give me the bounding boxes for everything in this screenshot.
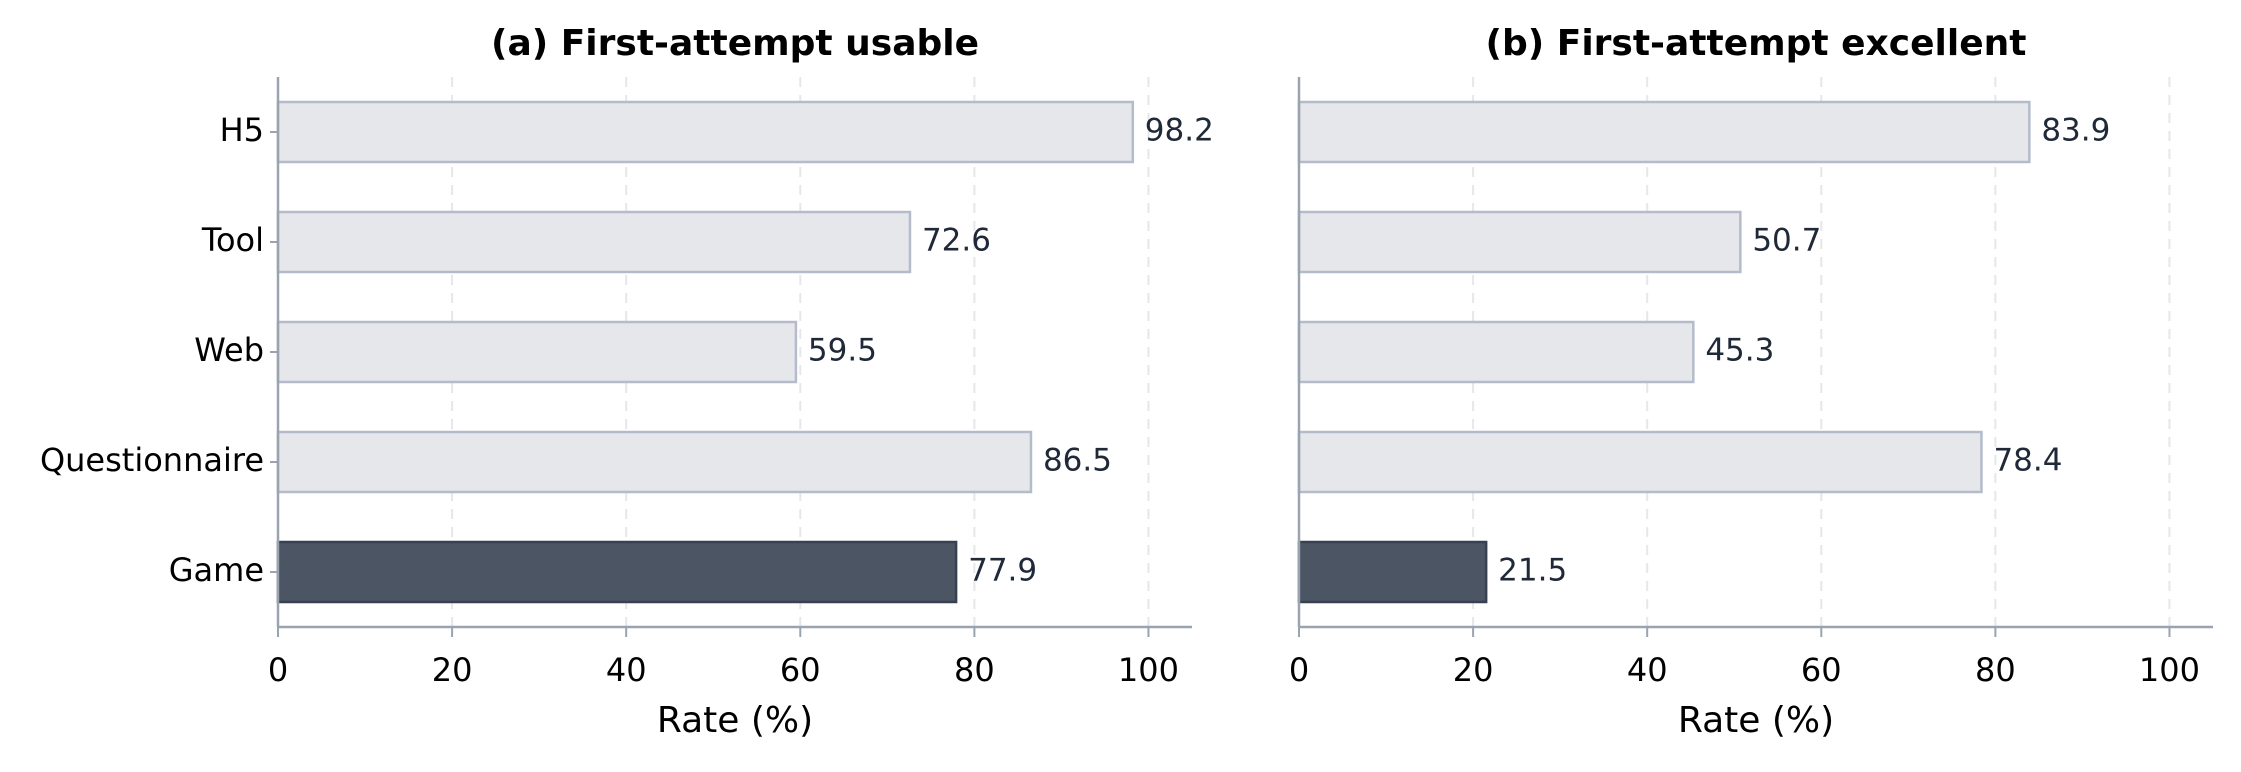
panel-b-value-label: 45.3 xyxy=(1705,333,1774,369)
panel-a-x-tick-label: 100 xyxy=(1118,651,1179,689)
panel-a-value-label: 59.5 xyxy=(808,333,877,369)
panel-b-value-label: 21.5 xyxy=(1498,553,1567,589)
panel-b-bar-tool xyxy=(1297,210,1742,274)
panel-a-bar-tool xyxy=(276,210,912,274)
panel-a-value-label: 98.2 xyxy=(1145,113,1214,149)
panel-a-value-label: 77.9 xyxy=(968,553,1037,589)
panel-a-x-tick-label: 40 xyxy=(606,651,647,689)
panel-b-bar-questionnaire xyxy=(1297,430,1983,494)
panel-b-x-axis-label: Rate (%) xyxy=(1678,700,1834,741)
panel-b-x-tick-label: 40 xyxy=(1627,651,1668,689)
category-label-questionnaire: Questionnaire xyxy=(40,441,264,479)
panel-b-value-label: 78.4 xyxy=(1993,443,2062,479)
panel-a-value-label: 86.5 xyxy=(1043,443,1112,479)
panel-b-x-tick-label: 0 xyxy=(1289,651,1309,689)
panel-b-bar-web xyxy=(1297,320,1695,384)
panel-b-value-label: 83.9 xyxy=(2041,113,2110,149)
panel-a-x-tick-label: 80 xyxy=(954,651,995,689)
panel-b-bar-game xyxy=(1297,540,1488,604)
panel-a-bar-questionnaire xyxy=(276,430,1033,494)
panel-b-bar-h5 xyxy=(1297,100,2031,164)
panel-b-x-tick-label: 60 xyxy=(1801,651,1842,689)
panel-b-title: (b) First-attempt excellent xyxy=(1486,23,2027,64)
category-label-tool: Tool xyxy=(201,221,264,259)
panel-a-bar-game xyxy=(276,540,958,604)
panel-a-x-axis-label: Rate (%) xyxy=(657,700,813,741)
panel-a-x-tick-label: 20 xyxy=(432,651,473,689)
panel-a-title: (a) First-attempt usable xyxy=(491,23,979,64)
panel-a-x-tick-label: 60 xyxy=(780,651,821,689)
panel-a-x-tick-label: 0 xyxy=(268,651,288,689)
panel-b-x-tick-label: 100 xyxy=(2139,651,2200,689)
panel-a-value-label: 72.6 xyxy=(922,223,991,259)
category-label-game: Game xyxy=(169,551,264,589)
panel-a-bar-h5 xyxy=(276,100,1135,164)
panel-b-x-tick-label: 80 xyxy=(1975,651,2016,689)
category-label-web: Web xyxy=(194,331,264,369)
panel-b-x-tick-label: 20 xyxy=(1453,651,1494,689)
panel-a-bar-web xyxy=(276,320,798,384)
panel-b-value-label: 50.7 xyxy=(1752,223,1821,259)
category-label-h5: H5 xyxy=(220,111,264,149)
